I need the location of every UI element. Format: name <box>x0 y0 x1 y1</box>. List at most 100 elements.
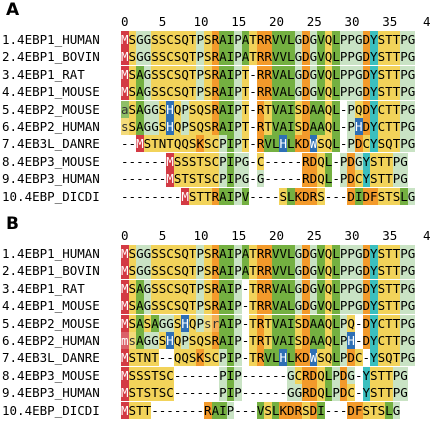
residue-cell: P <box>347 279 355 297</box>
residue-cell: S <box>188 118 197 135</box>
residue-cell: Y <box>370 65 378 83</box>
residue-cell: R <box>211 279 220 297</box>
ruler-tick: 20 <box>269 14 285 29</box>
sequence-label: 8.4EBP3_MOUSE <box>2 153 100 169</box>
alignment-row: 4.4EBP1_MOUSE MSAGSSCSQTPSRAIPT-RRVALGDGV… <box>0 83 440 101</box>
residue-cell: - <box>166 188 174 204</box>
residue-cell: P <box>392 152 401 170</box>
residue-cell: T <box>249 31 257 48</box>
residue-cell: L <box>400 187 408 205</box>
residue-cell: I <box>226 314 235 332</box>
residue-cell: T <box>151 366 159 384</box>
residue-cell: T <box>385 314 393 332</box>
residue-cell: G <box>309 245 318 262</box>
residue-cell: G <box>354 245 363 262</box>
residue-cell: - <box>143 171 152 187</box>
residue-cell: M <box>121 83 129 101</box>
residue-cell: H <box>279 349 288 367</box>
residue-cell: P <box>196 31 205 48</box>
residue-cell: K <box>294 135 303 153</box>
residue-cell: I <box>226 366 235 384</box>
residue-cell: - <box>354 385 363 401</box>
residue-cell: Q <box>324 349 333 367</box>
residue-cell: G <box>354 65 363 83</box>
residue-cell: T <box>166 135 174 153</box>
sequence-residues: MSAGSSCSQTPSRAIPT-RRVALGDGVQLPPGDYSTTPG <box>121 83 440 101</box>
residue-cell: P <box>347 245 355 262</box>
residue-cell: L <box>287 279 295 297</box>
residue-cell: S <box>317 187 325 205</box>
residue-cell: T <box>188 31 197 48</box>
residue-cell: S <box>128 31 137 48</box>
residue-cell: H <box>354 118 363 135</box>
residue-cell: M <box>121 349 129 367</box>
residue-cell: R <box>211 83 220 101</box>
residue-cell: G <box>143 118 152 135</box>
residue-cell: D <box>362 187 371 205</box>
residue-cell: V <box>271 245 280 262</box>
residue-cell: R <box>294 401 303 419</box>
residue-cell: a <box>121 100 129 118</box>
residue-cell: Q <box>196 100 205 118</box>
residue-cell: C <box>211 135 220 153</box>
residue-cell: - <box>249 153 257 169</box>
residue-cell: S <box>151 65 159 83</box>
residue-cell: S <box>204 332 212 349</box>
residue-cell: C <box>166 297 174 315</box>
residue-cell: D <box>362 279 371 297</box>
sequence-label: 7.4EB3L_DANRE <box>2 136 100 152</box>
residue-cell: - <box>136 171 144 187</box>
residue-cell: V <box>271 314 280 332</box>
residue-cell: M <box>121 314 129 332</box>
residue-cell: T <box>385 31 393 48</box>
residue-cell: G <box>407 135 416 153</box>
residue-cell: I <box>226 187 235 205</box>
residue-cell: G <box>407 187 416 205</box>
residue-cell: - <box>241 385 250 401</box>
residue-cell: M <box>121 297 129 315</box>
residue-cell: G <box>354 31 363 48</box>
residue-cell: Y <box>370 118 378 135</box>
residue-cell: - <box>249 101 257 117</box>
residue-cell: S <box>128 314 137 332</box>
residue-cell: P <box>347 31 355 48</box>
residue-cell: G <box>354 83 363 101</box>
residue-cell: I <box>226 170 235 188</box>
sequence-residues: MSASAGGSHQPsrAIP-TRTVAISDAAQLPQ-DYCTTPG <box>121 314 440 332</box>
residue-cell: G <box>347 366 355 384</box>
residue-cell: M <box>121 401 129 419</box>
residue-cell: s <box>128 332 137 349</box>
residue-cell: T <box>392 31 401 48</box>
residue-cell: A <box>219 279 227 297</box>
residue-cell: S <box>204 349 212 367</box>
residue-cell: P <box>339 245 348 262</box>
residue-cell: Y <box>370 100 378 118</box>
residue-cell: - <box>128 153 137 169</box>
residue-cell: G <box>294 31 303 48</box>
residue-cell: - <box>166 350 174 366</box>
residue-cell: G <box>294 262 303 280</box>
residue-cell: G <box>158 314 167 332</box>
residue-cell: L <box>271 135 280 153</box>
residue-cell: R <box>302 152 310 170</box>
residue-cell: A <box>219 65 227 83</box>
residue-cell: T <box>385 187 393 205</box>
residue-cell: T <box>241 100 250 118</box>
residue-cell: Q <box>317 366 325 384</box>
alignment-row: 4.4EBP1_MOUSE MSAGSSCSQTPSRAIP-TRRVALGDGV… <box>0 297 440 315</box>
residue-cell: T <box>249 279 257 297</box>
residue-cell: V <box>317 65 325 83</box>
residue-cell: A <box>219 262 227 280</box>
alignment-row: 1.4EBP1_HUMAN MSGGSSCSQTPSRAIPATRRVVLGDGV… <box>0 245 440 262</box>
sequence-residues: MSSSTSC------PIP------GCRDQLPDG-YSTTPG <box>121 366 440 384</box>
residue-cell: T <box>385 245 393 262</box>
residue-cell: T <box>151 384 159 402</box>
residue-cell: - <box>279 171 288 187</box>
residue-cell: Q <box>181 279 189 297</box>
residue-cell: R <box>256 65 265 83</box>
ruler-tick: 0 <box>121 14 129 29</box>
residue-cell: A <box>136 279 144 297</box>
residue-cell: A <box>317 314 325 332</box>
residue-cell: R <box>256 48 265 66</box>
sequence-residues: MSGGSSCSQTPSRAIPATRRVVLGDGVQLPPGDYSTTPG <box>121 48 440 66</box>
